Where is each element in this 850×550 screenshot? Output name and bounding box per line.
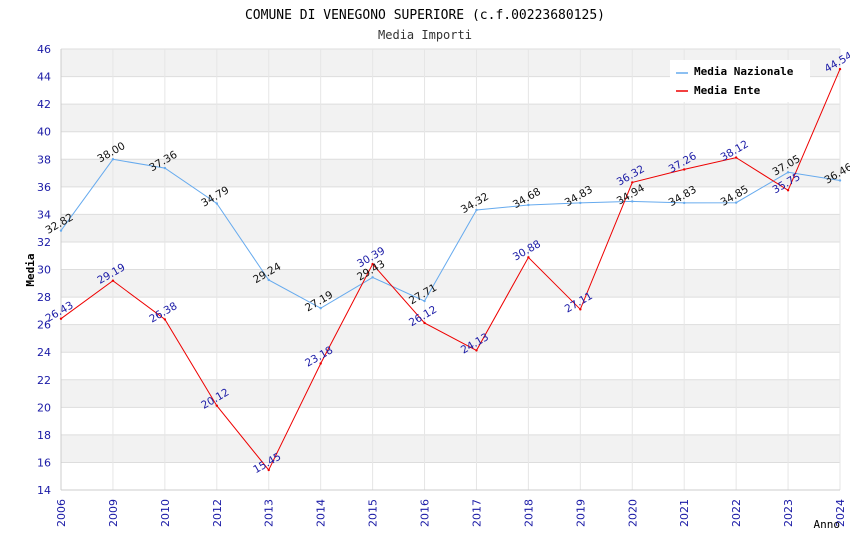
y-tick-label: 24 [37,346,51,359]
data-point [631,200,634,203]
grid-bands [61,49,840,490]
data-point [527,256,530,259]
grid-band [61,379,840,408]
x-tick-label: 2017 [470,499,483,527]
grid-band [61,324,840,353]
x-tick-label: 2010 [159,499,172,527]
data-point [786,189,790,192]
y-tick-label: 44 [37,71,51,84]
data-point [215,202,218,205]
y-tick-label: 42 [37,98,51,111]
series-line-nazionale [60,158,841,309]
y-tick-label: 46 [37,43,51,56]
chart-title: COMUNE DI VENEGONO SUPERIORE (c.f.002236… [245,8,605,23]
grid-band [61,297,840,325]
data-point [423,321,426,325]
data-point [59,229,63,232]
x-tick-label: 2024 [834,499,847,527]
y-axis-label: Media [24,253,37,286]
data-point [475,349,478,352]
data-point [371,262,374,266]
grid-band [61,186,840,215]
grid-lines [60,48,841,491]
data-point [319,307,322,310]
y-tick-label: 30 [37,264,51,277]
legend-label-nazionale: Media Nazionale [694,65,794,78]
x-tick-label: 2012 [211,499,224,527]
data-point [527,203,530,207]
y-tick-label: 28 [37,291,51,304]
data-point [111,158,115,161]
data-point [838,67,842,71]
y-tick-label: 18 [37,429,51,442]
data-point [838,179,842,182]
x-tick-label: 2023 [782,499,795,527]
y-tick-label: 36 [37,181,51,194]
y-tick-label: 20 [37,401,51,414]
data-point [319,362,322,365]
y-axis-ticks: 14 16 18 20 22 24 26 28 30 32 34 36 38 40 42 44 46 [37,43,51,497]
grid-band [61,352,840,380]
x-tick-label: 2020 [626,499,639,527]
data-point [215,404,218,407]
data-point [683,201,686,205]
x-tick-label: 2016 [419,499,432,527]
x-tick-label: 2009 [107,499,120,527]
y-tick-label: 34 [37,208,51,221]
x-tick-label: 2019 [574,499,587,527]
y-tick-label: 32 [37,236,51,249]
y-tick-label: 26 [37,319,51,332]
legend: Media Nazionale Media Ente [670,60,810,102]
data-point [734,201,738,204]
x-tick-label: 2013 [263,499,276,527]
x-tick-label: 2006 [55,499,68,527]
data-point [267,468,270,472]
grid-band [61,104,840,132]
chart-subtitle: Media Importi [378,28,472,42]
data-point [734,156,738,159]
y-tick-label: 40 [37,126,51,139]
x-tick-label: 2015 [367,499,380,527]
data-point [111,279,115,282]
data-point [579,201,582,205]
data-point [267,278,270,282]
data-point [371,276,374,279]
series-line-ente [60,68,841,471]
y-tick-label: 14 [37,484,51,497]
x-tick-label: 2014 [315,499,328,527]
data-point [59,317,63,320]
data-point [786,171,790,174]
x-axis-ticks: 2006 2009 2010 2012 2013 2014 2015 2016 2017 2018… [55,499,847,527]
data-point [631,181,634,184]
data-point [683,168,686,171]
y-tick-label: 16 [37,456,51,469]
data-point [579,308,582,311]
grid-band [61,131,840,160]
x-tick-label: 2022 [730,499,743,527]
grid-band [61,434,840,463]
grid-band [61,214,840,242]
data-point [163,318,167,321]
data-point [475,208,478,212]
grid-band [61,159,840,187]
x-tick-label: 2021 [678,499,691,527]
data-point [423,299,426,303]
x-axis-label: Anno [814,518,841,531]
legend-box [670,60,810,102]
series-lines [59,67,842,472]
x-tick-label: 2018 [522,499,535,527]
y-tick-label: 38 [37,153,51,166]
y-tick-label: 22 [37,374,51,387]
grid-band [61,269,840,298]
grid-band [61,462,840,490]
grid-band [61,407,840,435]
legend-label-ente: Media Ente [694,84,761,97]
data-point [163,166,167,170]
